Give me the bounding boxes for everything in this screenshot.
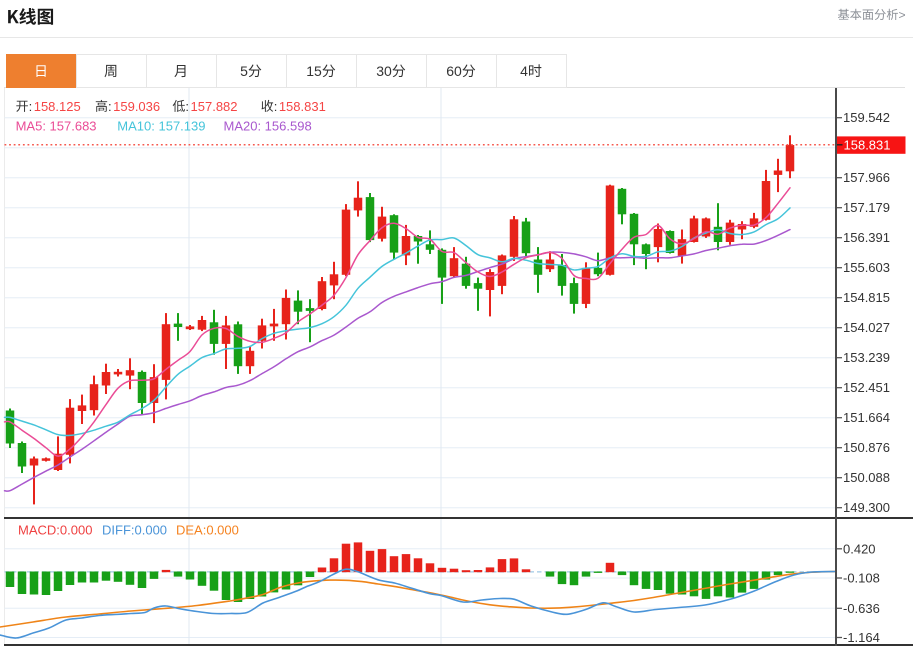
svg-text:150.876: 150.876 xyxy=(843,440,890,455)
svg-text:149.300: 149.300 xyxy=(843,500,890,515)
svg-text:30: 30 xyxy=(376,63,392,79)
svg-text:155.603: 155.603 xyxy=(843,260,890,275)
svg-text::159.036: :159.036 xyxy=(108,99,160,114)
svg-text::157.882: :157.882 xyxy=(185,99,237,114)
svg-text:-1.164: -1.164 xyxy=(843,630,880,645)
svg-text:154.027: 154.027 xyxy=(843,320,890,335)
svg-text:4: 4 xyxy=(520,63,528,79)
svg-text:159.542: 159.542 xyxy=(843,110,890,125)
svg-text:156.391: 156.391 xyxy=(843,230,890,245)
svg-text:154.815: 154.815 xyxy=(843,290,890,305)
svg-text:151.664: 151.664 xyxy=(843,410,890,425)
svg-text:15: 15 xyxy=(306,63,322,79)
svg-text::158.125: :158.125 xyxy=(29,99,81,114)
svg-text:153.239: 153.239 xyxy=(843,350,890,365)
svg-text:157.966: 157.966 xyxy=(843,170,890,185)
svg-text:5: 5 xyxy=(240,63,248,79)
svg-text:-0.108: -0.108 xyxy=(843,571,880,586)
svg-text:150.088: 150.088 xyxy=(843,470,890,485)
svg-text:60: 60 xyxy=(446,63,462,79)
svg-text:-0.636: -0.636 xyxy=(843,601,880,616)
svg-text:0.420: 0.420 xyxy=(843,541,876,556)
svg-text::158.831: :158.831 xyxy=(274,99,326,114)
svg-text:157.179: 157.179 xyxy=(843,200,890,215)
svg-text:158.831: 158.831 xyxy=(844,138,891,153)
svg-text:>: > xyxy=(899,8,906,22)
svg-text:152.451: 152.451 xyxy=(843,380,890,395)
